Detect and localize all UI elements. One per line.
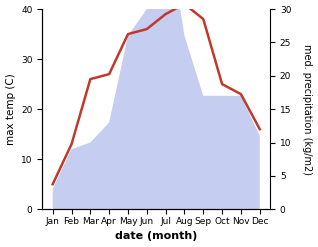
Y-axis label: max temp (C): max temp (C) (5, 73, 16, 145)
Y-axis label: med. precipitation (kg/m2): med. precipitation (kg/m2) (302, 44, 313, 175)
X-axis label: date (month): date (month) (115, 231, 197, 242)
